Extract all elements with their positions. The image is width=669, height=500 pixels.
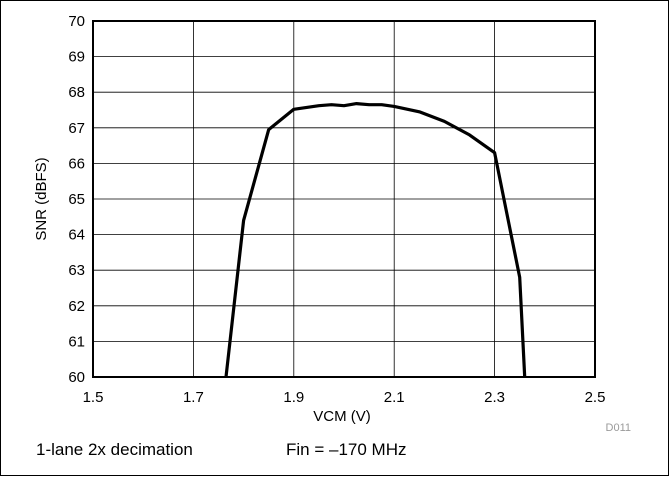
y-tick-label: 66 <box>68 155 85 172</box>
figure-code: D011 <box>606 422 631 434</box>
y-tick-label: 61 <box>68 333 85 350</box>
y-tick-label: 62 <box>68 298 85 315</box>
x-tick-label: 1.7 <box>183 389 204 406</box>
x-tick-label: 2.3 <box>484 389 505 406</box>
footnote: 1-lane 2x decimation Fin = –170 MHz <box>30 440 39 500</box>
y-tick-label: 64 <box>68 227 85 244</box>
y-tick-label: 63 <box>68 262 85 279</box>
decimation-mode: 1-lane 2x decimation <box>36 440 193 460</box>
y-tick-labels: 60 61 62 63 64 65 66 67 68 69 70 <box>68 13 85 386</box>
y-tick-label: 67 <box>68 120 85 137</box>
series-layer <box>226 103 525 377</box>
x-tick-label: 2.1 <box>384 389 405 406</box>
grid <box>93 21 595 377</box>
x-tick-labels: 1.5 1.7 1.9 2.1 2.3 2.5 <box>83 389 606 406</box>
y-tick-label: 60 <box>68 369 85 386</box>
input-frequency: Fin = –170 MHz <box>286 440 406 460</box>
snr-series-line <box>226 104 525 377</box>
x-tick-label: 1.9 <box>283 389 304 406</box>
y-tick-label: 65 <box>68 191 85 208</box>
y-tick-label: 70 <box>68 13 85 30</box>
snr-vs-vcm-chart: 1.5 1.7 1.9 2.1 2.3 2.5 60 61 62 63 64 65 66 67 68 69 7… <box>0 0 669 476</box>
y-tick-label: 69 <box>68 49 85 66</box>
x-tick-label: 2.5 <box>585 389 606 406</box>
y-tick-label: 68 <box>68 84 85 101</box>
x-tick-label: 1.5 <box>83 389 104 406</box>
y-axis-label: SNR (dBFS) <box>33 157 50 240</box>
x-axis-label: VCM (V) <box>313 408 371 425</box>
